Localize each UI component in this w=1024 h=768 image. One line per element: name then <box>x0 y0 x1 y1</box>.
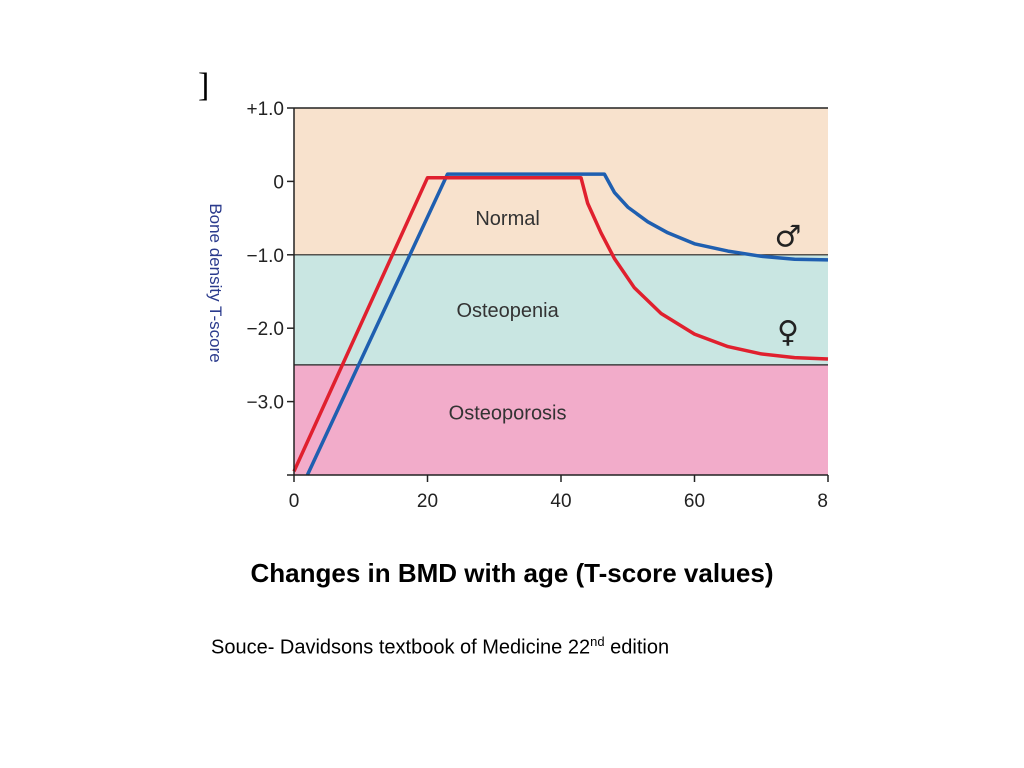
source-suffix: edition <box>604 636 670 659</box>
series-line-female <box>292 175 829 473</box>
chart-caption: Changes in BMD with age (T-score values) <box>250 558 774 588</box>
source-text: Souce- Davidsons textbook of Medicine 22 <box>211 636 591 659</box>
x-tick-label: 0 <box>289 491 300 512</box>
zone-osteopenia <box>294 254 828 365</box>
y-tick-label: +1.0 <box>246 99 284 120</box>
male-symbol: ♂ <box>774 219 801 254</box>
zone-normal <box>294 108 828 255</box>
source-citation: Souce- Davidsons textbook of Medicine 22… <box>211 634 669 660</box>
zone-boundaries <box>294 107 828 366</box>
zone-label-normal: Normal <box>475 208 539 230</box>
y-tick-label: 0 <box>273 172 284 193</box>
axes: +1.0 0 −1.0 −2.0 −3.0 0 20 40 60 8 <box>246 99 829 512</box>
zone-osteoporosis <box>294 364 828 475</box>
y-tick-label: −2.0 <box>246 319 284 340</box>
y-tick-label: −3.0 <box>246 393 284 414</box>
zone-label-osteopenia: Osteopenia <box>456 300 559 322</box>
y-tick-label: −1.0 <box>246 246 284 267</box>
series-line-male <box>305 172 829 476</box>
labels-layer: Normal Osteopenia Osteoporosis ♂ ♀ <box>449 208 802 425</box>
zone-label-osteoporosis: Osteoporosis <box>449 403 567 425</box>
female-symbol: ♀ <box>777 315 799 350</box>
series-layer <box>292 172 829 476</box>
x-tick-label: 60 <box>684 491 705 512</box>
x-tick-label: 20 <box>417 491 438 512</box>
bracket-glyph: ] <box>198 67 209 104</box>
y-axis-title: Bone density T-score <box>206 203 225 362</box>
x-tick-label: 8 <box>817 491 828 512</box>
x-tick-label: 40 <box>550 491 571 512</box>
source-ordinal: nd <box>590 634 605 649</box>
